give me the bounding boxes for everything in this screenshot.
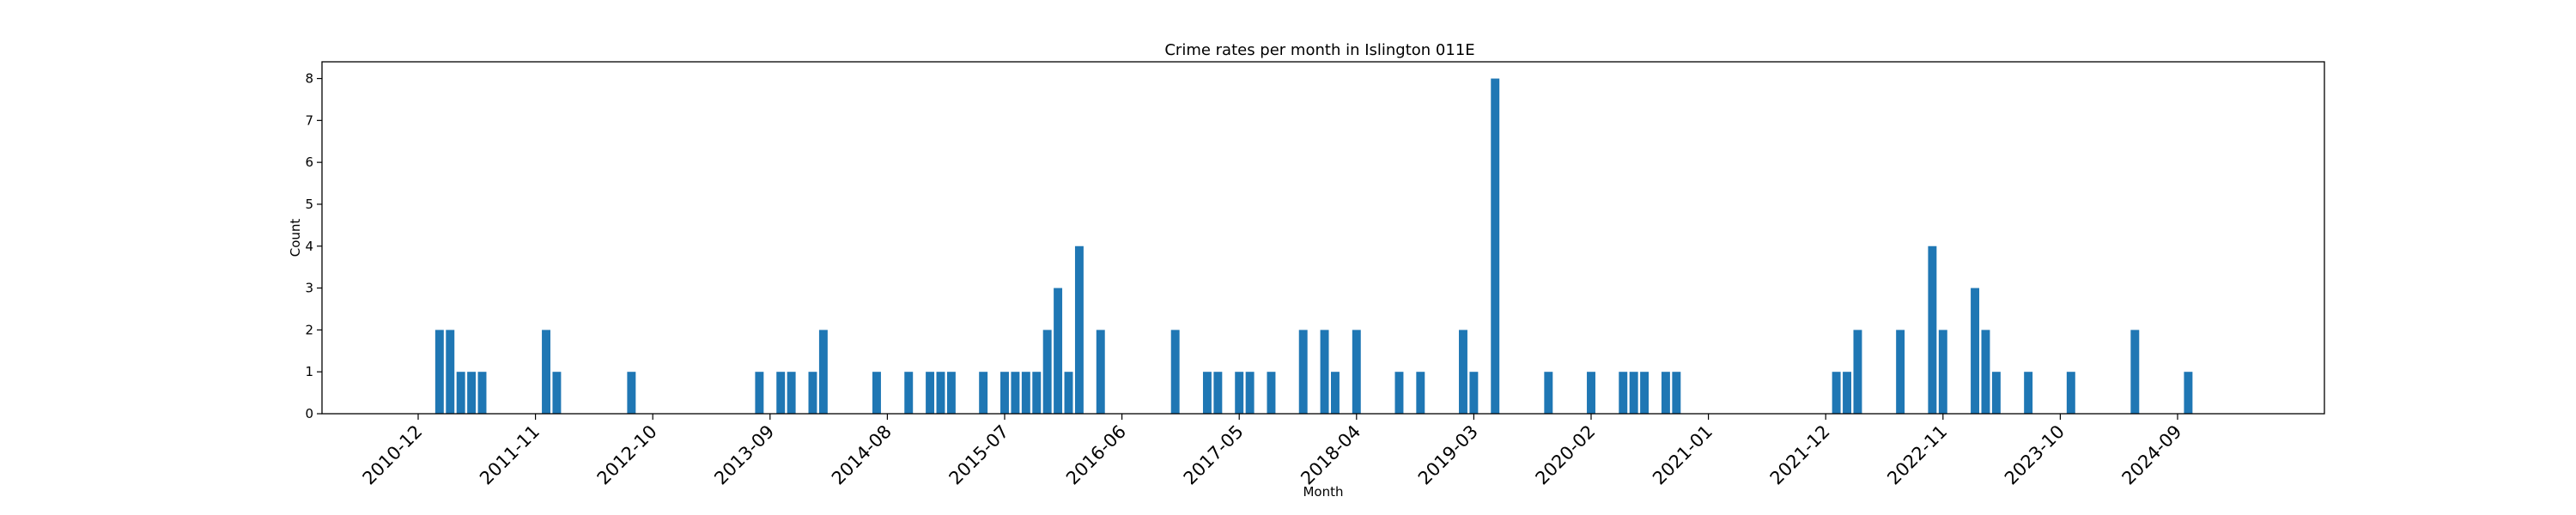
- x-tick-label-2019-03: 2019-03: [1414, 421, 1482, 489]
- bar-2015-10: [1032, 372, 1042, 414]
- bar-2014-02: [818, 330, 828, 414]
- bar-2020-06: [1629, 372, 1638, 414]
- bar-2020-07: [1640, 372, 1649, 414]
- x-tick-label-2011-11: 2011-11: [476, 421, 544, 489]
- y-axis-label: Count: [288, 219, 303, 258]
- x-tick-label-2014-08: 2014-08: [828, 421, 896, 489]
- x-tick-label-2018-04: 2018-04: [1297, 421, 1364, 489]
- bar-2019-03: [1469, 372, 1479, 414]
- bar-2018-04: [1352, 330, 1361, 414]
- bar-2015-08: [1011, 372, 1020, 414]
- bar-2022-11: [1938, 330, 1947, 414]
- y-tick-label-8: 8: [305, 71, 313, 87]
- bar-2024-10: [2184, 372, 2193, 414]
- x-tick-label-2021-01: 2021-01: [1649, 421, 1716, 489]
- bar-2023-04: [1991, 372, 2001, 414]
- x-axis: 2010-12 2011-11 2012-10 2013-09 2014-08 2015-…: [359, 414, 2186, 489]
- y-axis: 0 1 2 3 4 5 6 7 8: [305, 71, 322, 421]
- x-axis-label: Month: [1303, 484, 1343, 500]
- bar-2011-06: [477, 372, 487, 414]
- bar-2013-10: [776, 372, 786, 414]
- bar-2019-10: [1544, 372, 1553, 414]
- bar-2015-02: [946, 372, 956, 414]
- bar-2014-01: [808, 372, 817, 414]
- bar-2015-09: [1021, 372, 1030, 414]
- x-tick-label-2013-09: 2013-09: [710, 421, 778, 489]
- bar-2011-04: [456, 372, 465, 414]
- bar-2015-12: [1054, 288, 1063, 414]
- bar-2013-08: [755, 372, 764, 414]
- bars-group: [434, 78, 2193, 415]
- bar-2015-05: [979, 372, 988, 414]
- x-tick-label-2021-12: 2021-12: [1766, 421, 1834, 489]
- bar-2017-08: [1267, 372, 1276, 414]
- y-tick-label-3: 3: [305, 281, 313, 296]
- plot-frame: [321, 61, 2325, 415]
- bar-2023-03: [1981, 330, 1990, 414]
- bar-2011-03: [446, 330, 455, 414]
- bar-2022-10: [1928, 245, 1937, 414]
- bar-2011-12: [542, 330, 550, 414]
- bar-2011-02: [434, 330, 444, 414]
- bar-2012-08: [627, 372, 636, 414]
- bar-2020-10: [1672, 372, 1681, 414]
- x-tick-label-2022-11: 2022-11: [1883, 421, 1951, 489]
- bar-2016-11: [1170, 330, 1180, 414]
- chart-title: Crime rates per month in Islington 011E: [1164, 41, 1474, 59]
- y-tick-label-5: 5: [305, 197, 313, 212]
- bar-2013-11: [787, 372, 796, 414]
- x-tick-label-2012-10: 2012-10: [593, 421, 661, 489]
- bar-2023-07: [2024, 372, 2033, 414]
- bar-2019-05: [1491, 78, 1500, 415]
- y-tick-label-6: 6: [305, 154, 313, 170]
- bar-2011-05: [467, 372, 477, 414]
- bar-2022-07: [1896, 330, 1905, 414]
- x-tick-label-2016-06: 2016-06: [1062, 421, 1130, 489]
- bar-2019-02: [1459, 330, 1467, 414]
- bar-2016-01: [1064, 372, 1073, 414]
- y-tick-label-2: 2: [305, 322, 313, 337]
- y-tick-label-7: 7: [305, 112, 313, 128]
- bar-2016-04: [1096, 330, 1105, 414]
- bar-2022-03: [1853, 330, 1862, 414]
- bar-2017-03: [1213, 372, 1223, 414]
- bar-2018-02: [1330, 372, 1340, 414]
- bar-2018-08: [1394, 372, 1404, 414]
- bar-2017-02: [1202, 372, 1212, 414]
- bar-2020-09: [1661, 372, 1670, 414]
- bar-2018-01: [1320, 330, 1329, 414]
- x-tick-label-2015-07: 2015-07: [945, 421, 1013, 489]
- bar-2017-06: [1245, 372, 1255, 414]
- y-tick-label-1: 1: [305, 364, 313, 379]
- y-tick-label-4: 4: [305, 239, 313, 254]
- x-tick-label-2010-12: 2010-12: [359, 421, 427, 489]
- y-tick-label-0: 0: [305, 406, 313, 421]
- bar-2020-02: [1587, 372, 1595, 414]
- x-tick-label-2020-02: 2020-02: [1532, 421, 1600, 489]
- x-tick-label-2023-10: 2023-10: [2001, 421, 2069, 489]
- bar-2022-01: [1832, 372, 1841, 414]
- bar-2014-12: [926, 372, 935, 414]
- bar-2012-01: [552, 372, 562, 414]
- bar-2014-10: [904, 372, 914, 414]
- bar-2017-05: [1235, 372, 1244, 414]
- bar-2020-05: [1619, 372, 1628, 414]
- bar-2014-07: [872, 372, 881, 414]
- bar-2015-07: [1000, 372, 1009, 414]
- bar-2017-11: [1298, 330, 1308, 414]
- bar-2022-02: [1843, 372, 1852, 414]
- x-tick-label-2024-09: 2024-09: [2118, 421, 2186, 489]
- bar-2016-02: [1074, 245, 1084, 414]
- bar-2015-11: [1042, 330, 1052, 414]
- bar-2018-10: [1416, 372, 1425, 414]
- bar-2024-05: [2130, 330, 2140, 414]
- bar-2023-02: [1971, 288, 1980, 414]
- bar-2023-11: [2066, 372, 2075, 414]
- x-tick-label-2017-05: 2017-05: [1180, 421, 1248, 489]
- bar-2015-01: [936, 372, 945, 414]
